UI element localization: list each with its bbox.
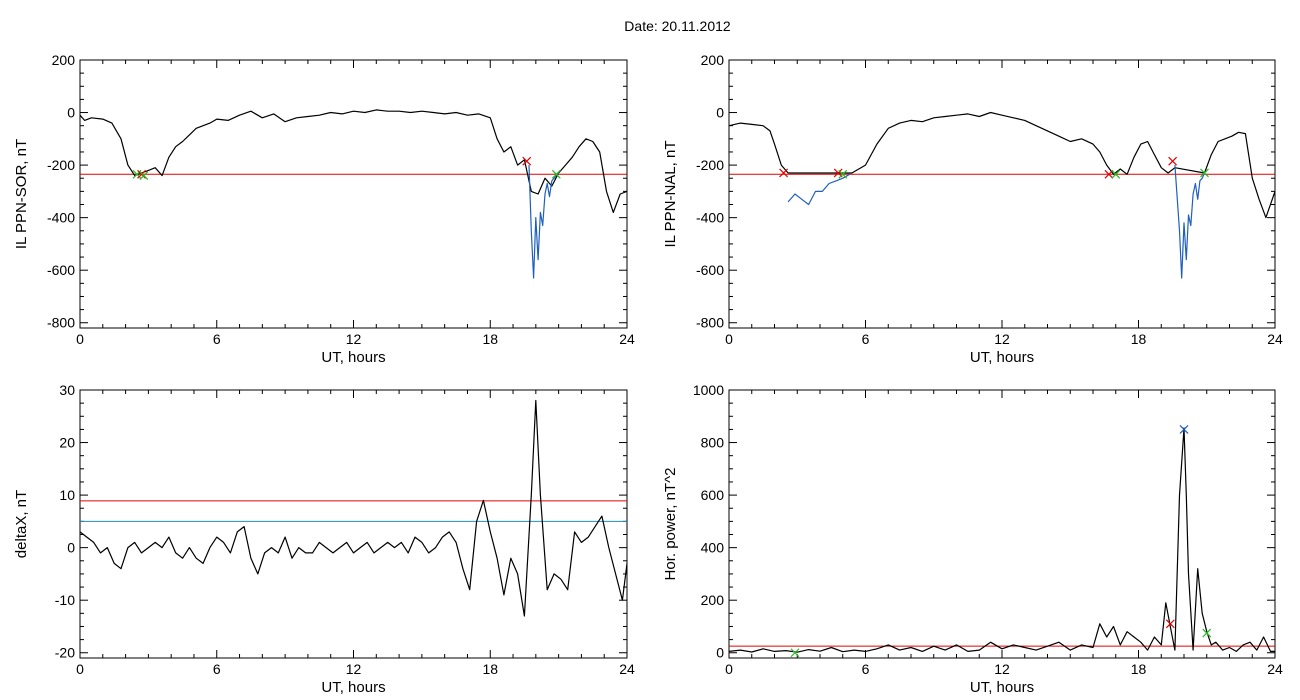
- y-tick-label: 200: [52, 52, 76, 68]
- y-tick-label: 400: [701, 540, 725, 556]
- marker-x-green: [1202, 628, 1212, 638]
- y-tick-label: 0: [67, 540, 75, 556]
- series-line-black: [729, 427, 1275, 653]
- marker-x-red: [1165, 619, 1175, 629]
- y-tick-label: -800: [47, 315, 75, 331]
- y-axis-label: IL PPN-NAL, nT: [662, 141, 679, 248]
- series-line-black: [80, 399, 627, 617]
- chart-hor-power: 0 6 12 18 24 1000 800 600 400 200 0 UT, hours Hor. p…: [662, 382, 1283, 696]
- y-tick-label: -400: [47, 210, 75, 226]
- x-tick-label: 0: [76, 331, 84, 347]
- marker-x-green: [139, 171, 149, 181]
- y-tick-label: 200: [701, 592, 725, 608]
- page-date-title: Date: 20.11.2012: [624, 18, 731, 34]
- marker-x-green: [790, 648, 800, 658]
- x-tick-label: 12: [994, 331, 1010, 347]
- x-tick-label: 18: [1131, 661, 1147, 677]
- y-tick-label: -400: [696, 210, 724, 226]
- chart-nal: 0 6 12 18 24 200 0 -200 -400 -600 -800 UT, hours IL …: [662, 52, 1283, 366]
- y-tick-label: -200: [47, 157, 75, 173]
- plot-frame: [79, 389, 628, 659]
- y-tick-label: 0: [67, 105, 75, 121]
- plot-frame: [728, 389, 1276, 659]
- x-tick-label: 24: [619, 661, 635, 677]
- y-axis-label: deltaX, nT: [13, 490, 30, 558]
- y-tick-label: 800: [701, 435, 725, 451]
- marker-x-red: [137, 169, 146, 179]
- y-tick-label: 1000: [693, 382, 724, 398]
- series-line-black: [80, 109, 627, 213]
- x-tick-label: 18: [1131, 331, 1147, 347]
- y-tick-label: 600: [701, 487, 725, 503]
- y-tick-label: 0: [716, 645, 724, 661]
- marker-x-red: [1104, 169, 1114, 179]
- x-axis-label: UT, hours: [970, 349, 1034, 366]
- x-tick-label: 0: [725, 661, 733, 677]
- x-tick-label: 12: [994, 661, 1010, 677]
- x-tick-label: 6: [862, 331, 870, 347]
- marker-x-red: [1168, 156, 1178, 166]
- series-line-blue: [528, 165, 560, 279]
- y-tick-label: -600: [696, 262, 724, 278]
- x-tick-label: 0: [76, 661, 84, 677]
- y-axis-label: IL PPN-SOR, nT: [13, 139, 30, 249]
- x-axis-label: UT, hours: [970, 679, 1034, 696]
- x-tick-label: 12: [346, 331, 362, 347]
- y-tick-label: -600: [47, 262, 75, 278]
- y-tick-label: 200: [701, 52, 725, 68]
- x-tick-label: 18: [482, 661, 498, 677]
- x-tick-label: 24: [1267, 661, 1283, 677]
- y-tick-label: -200: [696, 157, 724, 173]
- chart-sor: 0 6 12 18 24 200 0 -200 -400 -600 -800 UT, hours IL …: [13, 52, 635, 366]
- y-tick-label: 10: [59, 487, 75, 503]
- y-axis-label: Hor. power, nT^2: [662, 468, 679, 581]
- x-tick-label: 6: [213, 661, 221, 677]
- y-tick-label: 30: [59, 382, 75, 398]
- marker-x-blue: [1179, 424, 1189, 434]
- x-tick-label: 12: [346, 661, 362, 677]
- marker-x-green: [1111, 169, 1121, 179]
- y-tick-label: -800: [696, 315, 724, 331]
- x-axis-label: UT, hours: [321, 679, 385, 696]
- marker-x-red: [522, 156, 532, 166]
- x-tick-label: 18: [482, 331, 498, 347]
- x-axis-label: UT, hours: [321, 349, 385, 366]
- series-line-blue: [787, 173, 850, 206]
- x-tick-label: 0: [725, 331, 733, 347]
- x-tick-label: 6: [213, 331, 221, 347]
- y-tick-label: 20: [59, 435, 75, 451]
- y-tick-label: -10: [55, 592, 75, 608]
- x-tick-label: 6: [862, 661, 870, 677]
- y-tick-label: -20: [55, 645, 75, 661]
- series-line-blue: [1174, 165, 1206, 279]
- marker-x-green: [551, 169, 561, 179]
- marker-x-green: [838, 169, 848, 179]
- y-tick-label: 0: [716, 105, 724, 121]
- x-tick-label: 24: [1267, 331, 1283, 347]
- marker-x-green: [1200, 168, 1209, 178]
- x-tick-label: 24: [619, 331, 635, 347]
- series-line-black: [729, 111, 1275, 219]
- marker-x-red: [779, 168, 789, 178]
- chart-deltax: 0 6 12 18 24 30 20 10 0 -10 -20 UT, hours deltaX, nT: [13, 382, 635, 696]
